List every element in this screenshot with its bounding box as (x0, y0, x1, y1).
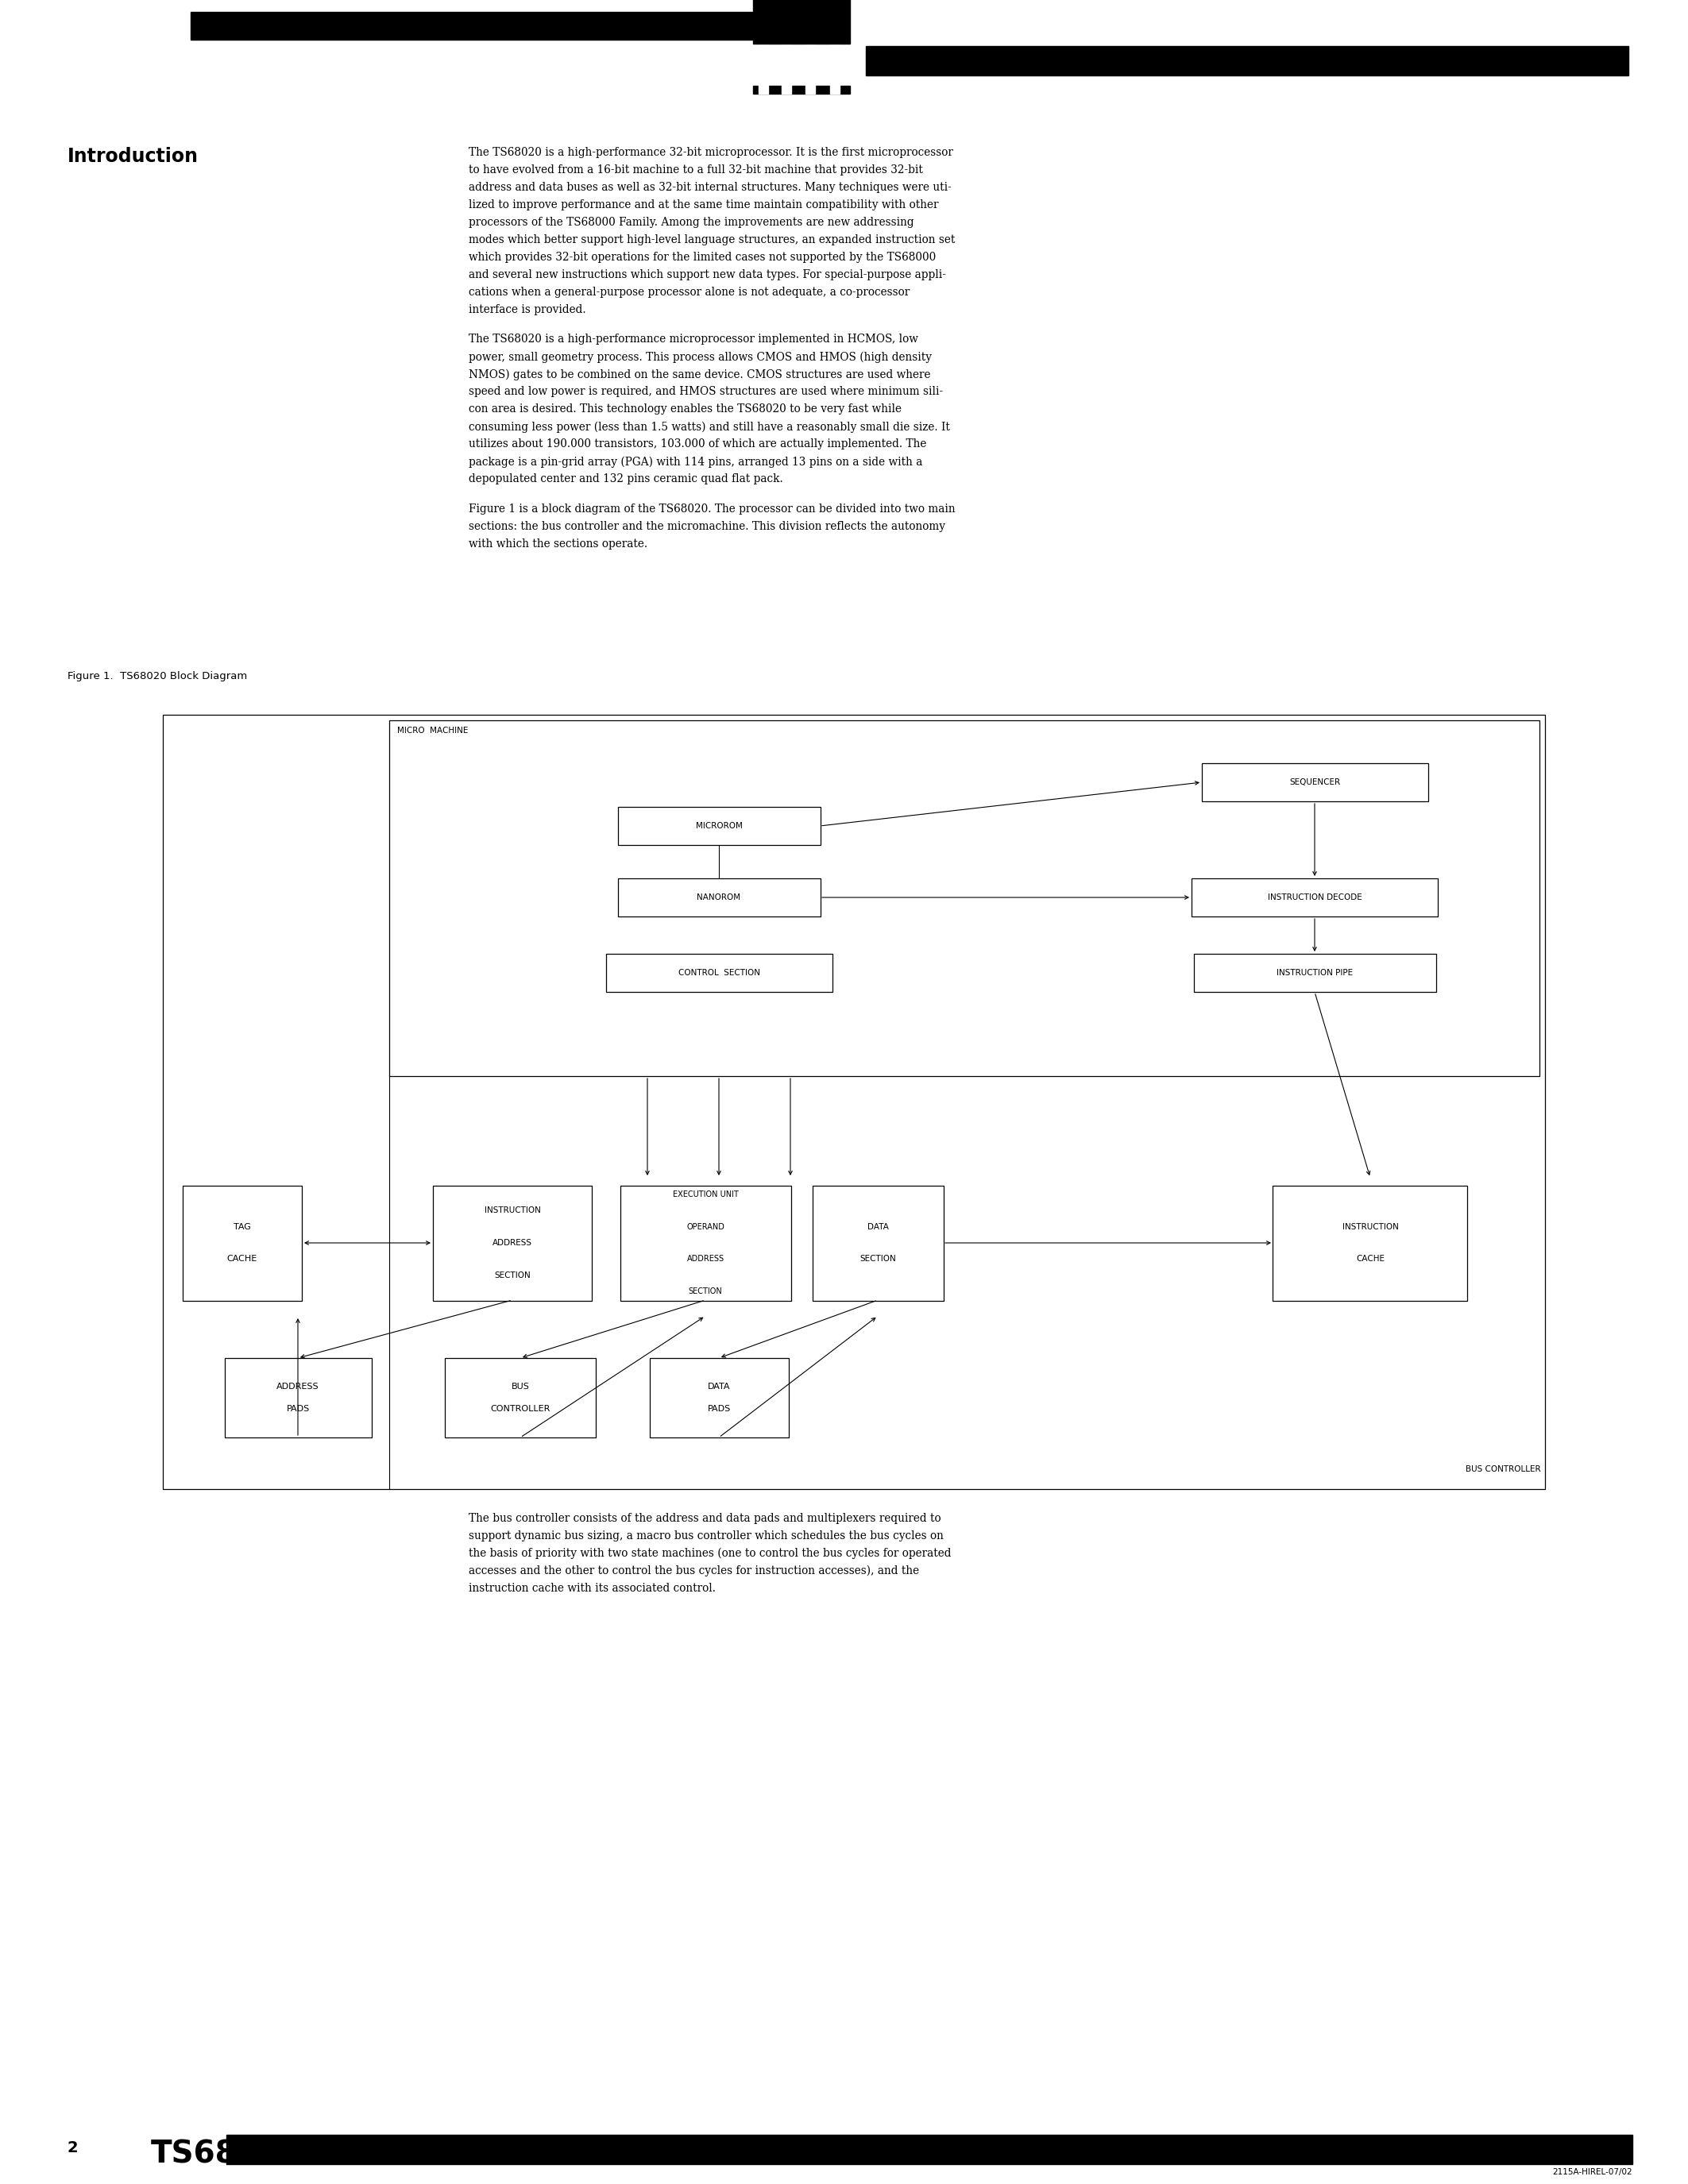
Text: accesses and the other to control the bus cycles for instruction accesses), and : accesses and the other to control the bu… (469, 1566, 920, 1577)
Text: interface is provided.: interface is provided. (469, 304, 586, 314)
Text: con area is desired. This technology enables the TS68020 to be very fast while: con area is desired. This technology ena… (469, 404, 901, 415)
Bar (1273, 1186, 1467, 1299)
Text: SECTION: SECTION (495, 1271, 530, 1280)
Text: MICRO  MACHINE: MICRO MACHINE (397, 727, 468, 734)
Bar (390, 721, 1539, 1077)
Text: CACHE: CACHE (1355, 1256, 1384, 1262)
Text: cations when a general-purpose processor alone is not adequate, a co-processor: cations when a general-purpose processor… (469, 286, 910, 297)
Bar (619, 1186, 790, 1299)
Text: sections: the bus controller and the micromachine. This division reflects the au: sections: the bus controller and the mic… (469, 520, 945, 533)
Bar (805, 46, 815, 94)
Bar (866, 46, 1629, 76)
Text: Figure 1.  TS68020 Block Diagram: Figure 1. TS68020 Block Diagram (68, 670, 246, 681)
Bar (1193, 954, 1436, 992)
Text: package is a pin-grid array (PGA) with 114 pins, arranged 13 pins on a side with: package is a pin-grid array (PGA) with 1… (469, 456, 923, 467)
Text: 2: 2 (68, 2140, 78, 2156)
Text: TS68020: TS68020 (150, 2138, 302, 2169)
Text: SECTION: SECTION (859, 1256, 896, 1262)
Text: ADDRESS: ADDRESS (687, 1256, 724, 1262)
Bar (618, 806, 820, 845)
Text: to have evolved from a 16-bit machine to a full 32-bit machine that provides 32-: to have evolved from a 16-bit machine to… (469, 164, 923, 175)
Text: the basis of priority with two state machines (one to control the bus cycles for: the basis of priority with two state mac… (469, 1548, 952, 1559)
Bar (162, 714, 1545, 1489)
Text: speed and low power is required, and HMOS structures are used where minimum sili: speed and low power is required, and HMO… (469, 387, 944, 397)
Bar (758, 46, 768, 94)
Bar (606, 954, 832, 992)
Bar (191, 11, 758, 39)
Text: DATA: DATA (868, 1223, 888, 1232)
Text: depopulated center and 132 pins ceramic quad flat pack.: depopulated center and 132 pins ceramic … (469, 474, 783, 485)
Bar (812, 1186, 944, 1299)
Text: INSTRUCTION PIPE: INSTRUCTION PIPE (1276, 970, 1352, 976)
Text: MICROROM: MICROROM (695, 821, 743, 830)
Text: consuming less power (less than 1.5 watts) and still have a reasonably small die: consuming less power (less than 1.5 watt… (469, 422, 950, 432)
Text: lized to improve performance and at the same time maintain compatibility with ot: lized to improve performance and at the … (469, 199, 939, 210)
Text: INSTRUCTION DECODE: INSTRUCTION DECODE (1268, 893, 1362, 902)
Bar (1202, 762, 1428, 802)
Bar (432, 1186, 592, 1299)
Bar (782, 46, 792, 94)
Text: PADS: PADS (707, 1404, 731, 1413)
Bar (182, 1186, 302, 1299)
Text: SECTION: SECTION (689, 1286, 722, 1295)
Bar (618, 878, 820, 917)
Text: DATA: DATA (707, 1382, 731, 1391)
Bar (650, 1358, 788, 1437)
Bar (753, 85, 851, 94)
Text: NMOS) gates to be combined on the same device. CMOS structures are used where: NMOS) gates to be combined on the same d… (469, 369, 930, 380)
Text: processors of the TS68000 Family. Among the improvements are new addressing: processors of the TS68000 Family. Among … (469, 216, 913, 227)
Text: address and data buses as well as 32-bit internal structures. Many techniques we: address and data buses as well as 32-bit… (469, 181, 952, 192)
Text: CONTROLLER: CONTROLLER (490, 1404, 550, 1413)
Text: support dynamic bus sizing, a macro bus controller which schedules the bus cycle: support dynamic bus sizing, a macro bus … (469, 1531, 944, 1542)
Text: BUS: BUS (511, 1382, 530, 1391)
Text: INSTRUCTION: INSTRUCTION (484, 1208, 540, 1214)
Bar (446, 1358, 596, 1437)
Text: power, small geometry process. This process allows CMOS and HMOS (high density: power, small geometry process. This proc… (469, 352, 932, 363)
Text: The bus controller consists of the address and data pads and multiplexers requir: The bus controller consists of the addre… (469, 1514, 940, 1524)
Bar (765, 0, 837, 17)
Text: NANOROM: NANOROM (697, 893, 741, 902)
Text: Introduction: Introduction (68, 146, 199, 166)
Text: ADDRESS: ADDRESS (277, 1382, 319, 1391)
Text: Figure 1 is a block diagram of the TS68020. The processor can be divided into tw: Figure 1 is a block diagram of the TS680… (469, 502, 955, 515)
Text: OPERAND: OPERAND (687, 1223, 724, 1232)
Text: TAG: TAG (233, 1223, 252, 1232)
Text: which provides 32-bit operations for the limited cases not supported by the TS68: which provides 32-bit operations for the… (469, 251, 935, 262)
Text: SEQUENCER: SEQUENCER (1290, 778, 1340, 786)
Text: CACHE: CACHE (228, 1256, 258, 1262)
Text: with which the sections operate.: with which the sections operate. (469, 537, 648, 550)
Bar (226, 2134, 1632, 2164)
Text: instruction cache with its associated control.: instruction cache with its associated co… (469, 1583, 716, 1594)
Text: BUS CONTROLLER: BUS CONTROLLER (1465, 1465, 1541, 1474)
Text: 2115A-HIREL-07/02: 2115A-HIREL-07/02 (1553, 2169, 1632, 2175)
Text: The TS68020 is a high-performance 32-bit microprocessor. It is the first micropr: The TS68020 is a high-performance 32-bit… (469, 146, 954, 157)
Bar (753, 0, 851, 44)
Text: PADS: PADS (287, 1404, 309, 1413)
Text: modes which better support high-level language structures, an expanded instructi: modes which better support high-level la… (469, 234, 955, 245)
Text: EXECUTION UNIT: EXECUTION UNIT (672, 1190, 738, 1199)
Text: utilizes about 190.000 transistors, 103.000 of which are actually implemented. T: utilizes about 190.000 transistors, 103.… (469, 439, 927, 450)
Text: INSTRUCTION: INSTRUCTION (1342, 1223, 1398, 1232)
Bar (830, 46, 839, 94)
Text: and several new instructions which support new data types. For special-purpose a: and several new instructions which suppo… (469, 269, 945, 280)
Bar (225, 1358, 371, 1437)
Text: ADDRESS: ADDRESS (493, 1238, 532, 1247)
Text: CONTROL  SECTION: CONTROL SECTION (679, 970, 760, 976)
Bar (1192, 878, 1438, 917)
Text: The TS68020 is a high-performance microprocessor implemented in HCMOS, low: The TS68020 is a high-performance microp… (469, 334, 918, 345)
